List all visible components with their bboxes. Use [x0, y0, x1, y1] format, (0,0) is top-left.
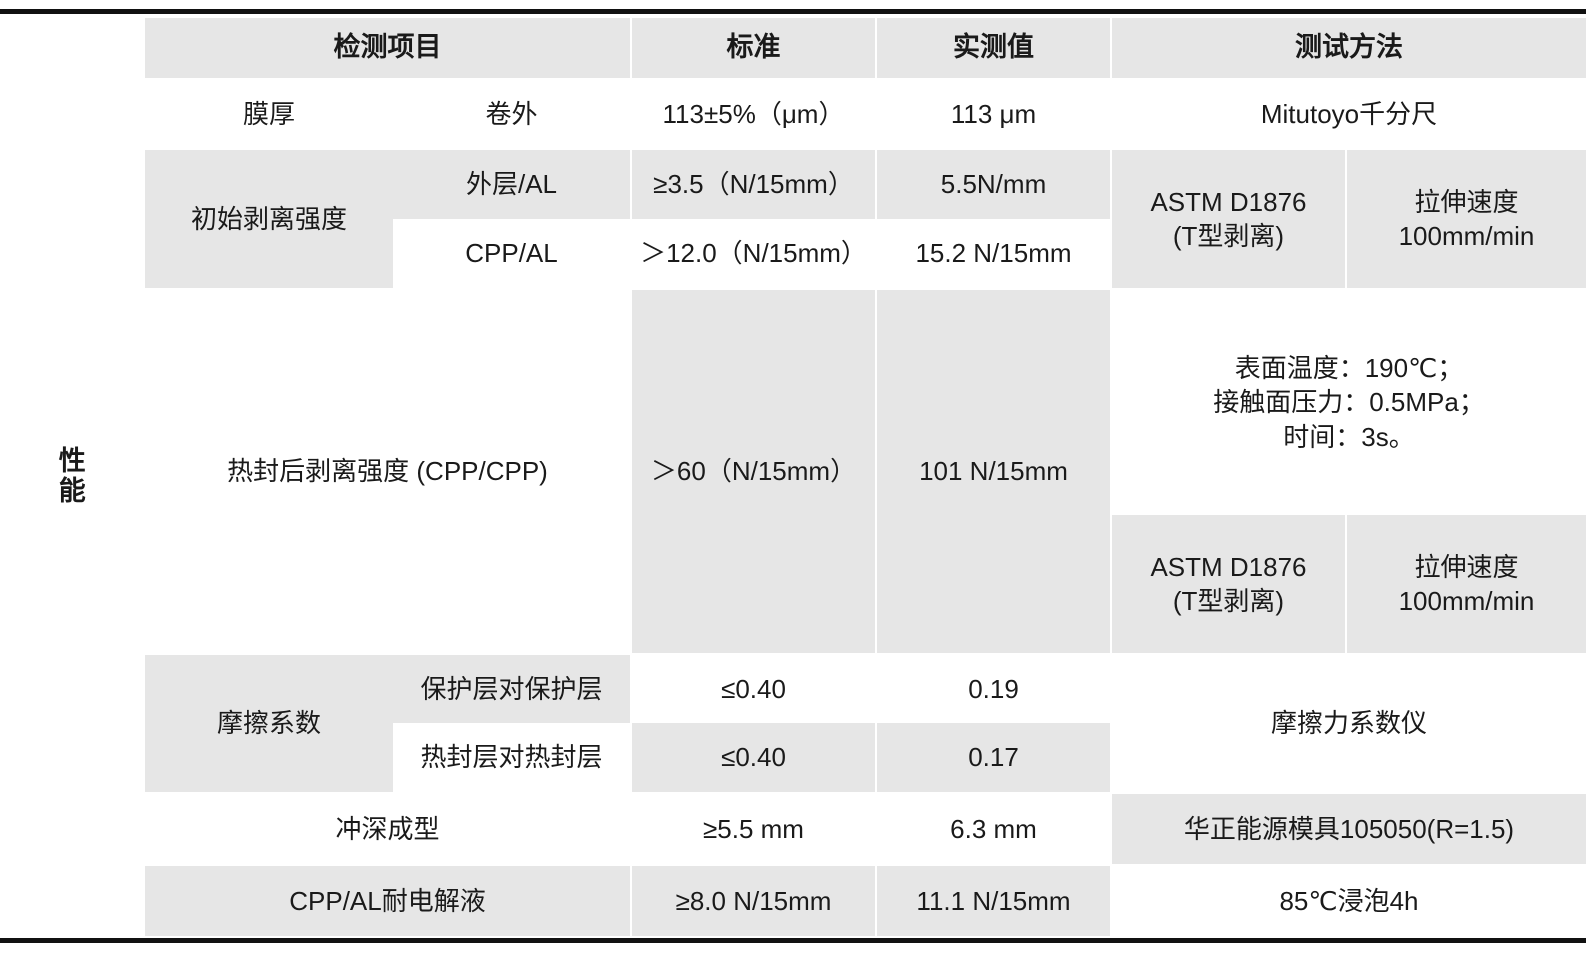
cell-friction-measured-protect: 0.19 — [877, 655, 1110, 723]
cell-friction-method: 摩擦力系数仪 — [1112, 655, 1586, 792]
header-measured: 实测值 — [877, 18, 1110, 78]
cell-thickness-measured: 113 μm — [877, 80, 1110, 148]
cell-initial-peel-method-speed: 拉伸速度 100mm/min — [1347, 150, 1586, 288]
cell-thickness-sub: 卷外 — [393, 80, 630, 148]
cell-initial-peel-measured-cpp: 15.2 N/15mm — [877, 219, 1110, 288]
cell-thickness-item: 膜厚 — [145, 80, 393, 148]
cell-friction-sub-protect: 保护层对保护层 — [393, 655, 630, 723]
cell-heatseal-peel-standard: ＞60（N/15mm） — [632, 290, 875, 653]
cell-deep-draw-standard: ≥5.5 mm — [632, 794, 875, 864]
cell-initial-peel-sub-outer: 外层/AL — [393, 150, 630, 219]
cell-heatseal-peel-method-standard: ASTM D1876 (T型剥离) — [1112, 515, 1345, 653]
cell-initial-peel-item: 初始剥离强度 — [145, 150, 393, 288]
cell-electrolyte-method: 85℃浸泡4h — [1112, 866, 1586, 936]
cell-initial-peel-method-standard: ASTM D1876 (T型剥离) — [1112, 150, 1345, 288]
cell-electrolyte-measured: 11.1 N/15mm — [877, 866, 1110, 936]
cell-initial-peel-standard-outer: ≥3.5（N/15mm） — [632, 150, 875, 219]
cell-initial-peel-sub-cpp: CPP/AL — [393, 219, 630, 288]
cell-heatseal-peel-method-speed: 拉伸速度 100mm/min — [1347, 515, 1586, 653]
cell-friction-item: 摩擦系数 — [145, 655, 393, 792]
cell-thickness-method: Mitutoyo千分尺 — [1112, 80, 1586, 148]
cell-thickness-standard: 113±5%（μm） — [632, 80, 875, 148]
header-method: 测试方法 — [1112, 18, 1586, 78]
cell-friction-standard-protect: ≤0.40 — [632, 655, 875, 723]
table-bottom-rule — [0, 938, 1586, 943]
cell-friction-sub-seal: 热封层对热封层 — [393, 723, 630, 792]
header-standard: 标准 — [632, 18, 875, 78]
cell-heatseal-peel-item: 热封后剥离强度 (CPP/CPP) — [145, 290, 630, 653]
cell-heatseal-peel-measured: 101 N/15mm — [877, 290, 1110, 653]
cell-initial-peel-measured-outer: 5.5N/mm — [877, 150, 1110, 219]
cell-initial-peel-standard-cpp: ＞12.0（N/15mm） — [632, 219, 875, 288]
cell-friction-standard-seal: ≤0.40 — [632, 723, 875, 792]
cell-friction-measured-seal: 0.17 — [877, 723, 1110, 792]
cell-electrolyte-item: CPP/AL耐电解液 — [145, 866, 630, 936]
header-item: 检测项目 — [145, 18, 630, 78]
cell-heatseal-peel-method-conditions: 表面温度：190℃； 接触面压力：0.5MPa； 时间：3s。 — [1112, 290, 1586, 515]
table-top-rule — [0, 9, 1586, 14]
cell-deep-draw-measured: 6.3 mm — [877, 794, 1110, 864]
cell-deep-draw-method: 华正能源模具105050(R=1.5) — [1112, 794, 1586, 864]
cell-electrolyte-standard: ≥8.0 N/15mm — [632, 866, 875, 936]
row-group-label-performance: 性 能 — [0, 14, 145, 938]
cell-deep-draw-item: 冲深成型 — [145, 794, 630, 864]
